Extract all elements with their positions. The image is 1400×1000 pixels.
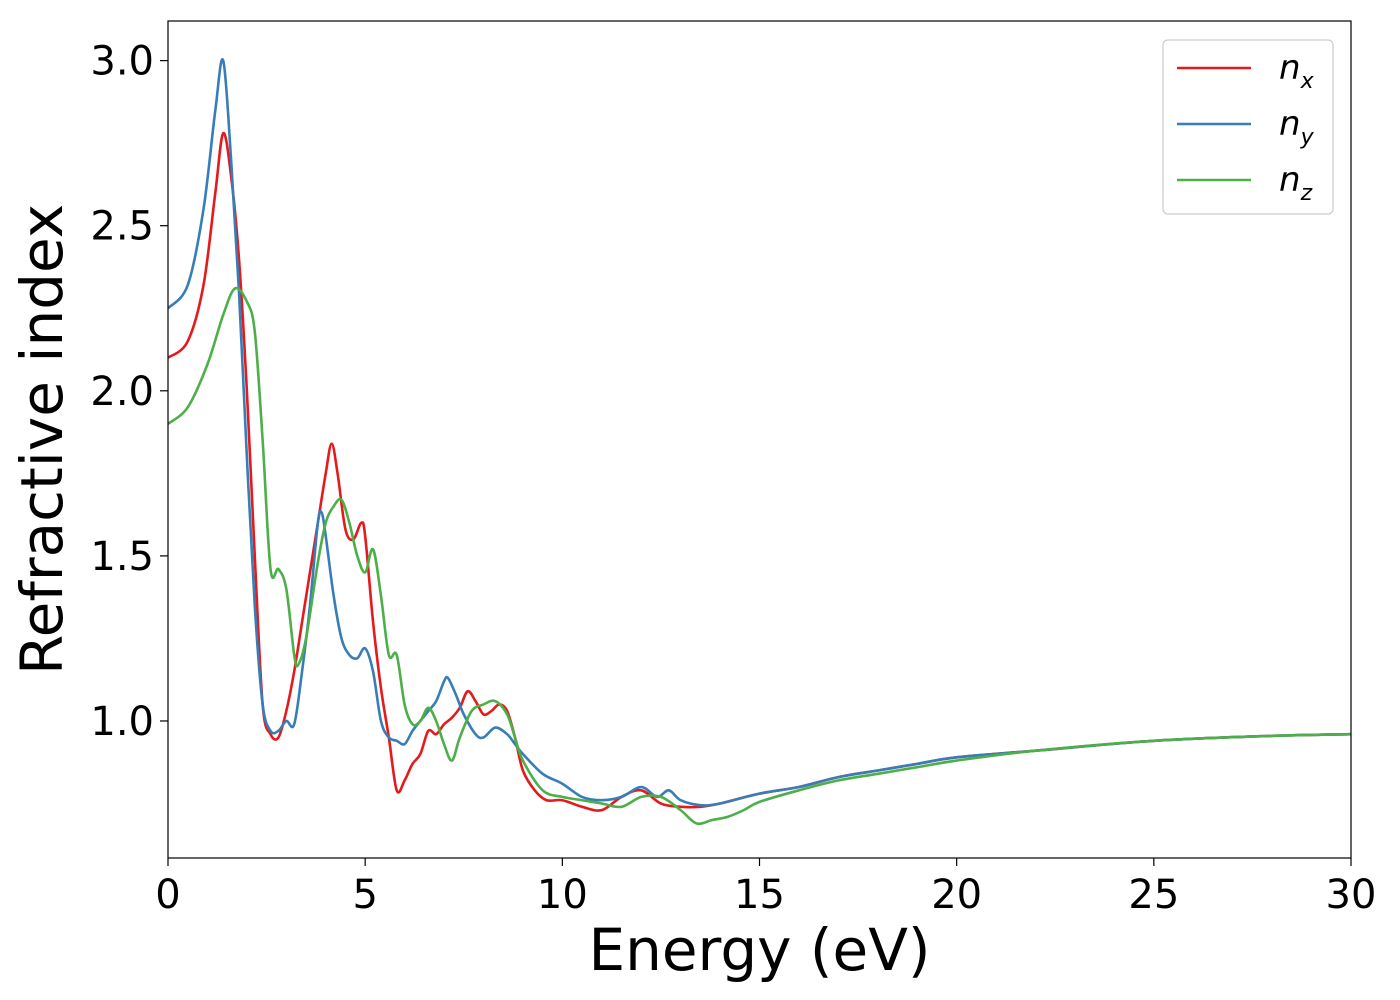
x-tick-label: 25 bbox=[1128, 872, 1179, 918]
series-line-y bbox=[168, 58, 1351, 807]
legend-label-subscript: x bbox=[1300, 69, 1315, 94]
x-tick-label: 20 bbox=[931, 872, 982, 918]
legend-label-z: nz bbox=[1279, 160, 1313, 206]
y-tick-label: 2.5 bbox=[90, 204, 154, 250]
y-tick-label: 1.0 bbox=[90, 699, 154, 745]
x-axis-title: Energy (eV) bbox=[588, 916, 930, 984]
legend-label-subscript: y bbox=[1300, 125, 1315, 150]
series-layer bbox=[168, 58, 1351, 826]
legend-label-subscript: z bbox=[1300, 181, 1313, 206]
y-tick-label: 3.0 bbox=[90, 39, 154, 85]
x-tick-label: 10 bbox=[537, 872, 588, 918]
legend-label-x: nx bbox=[1279, 48, 1315, 94]
y-tick-label: 2.0 bbox=[90, 369, 154, 415]
y-axis-title: Refractive index bbox=[8, 204, 76, 675]
x-axis-ticks: 0 5 10 15 20 25 30 bbox=[155, 858, 1376, 918]
legend-label-y: ny bbox=[1279, 104, 1315, 150]
y-axis-ticks: 1.0 1.5 2.0 2.5 3.0 bbox=[90, 39, 168, 745]
legend-label-base: n bbox=[1279, 48, 1301, 88]
series-line-z bbox=[168, 286, 1351, 826]
y-tick-label: 1.5 bbox=[90, 534, 154, 580]
legend-label-base: n bbox=[1279, 104, 1301, 144]
x-tick-label: 30 bbox=[1326, 872, 1377, 918]
x-tick-label: 0 bbox=[155, 872, 180, 918]
legend-box bbox=[1162, 39, 1334, 215]
legend-label-base: n bbox=[1279, 160, 1301, 200]
x-tick-label: 5 bbox=[352, 872, 377, 918]
x-tick-label: 15 bbox=[734, 872, 785, 918]
